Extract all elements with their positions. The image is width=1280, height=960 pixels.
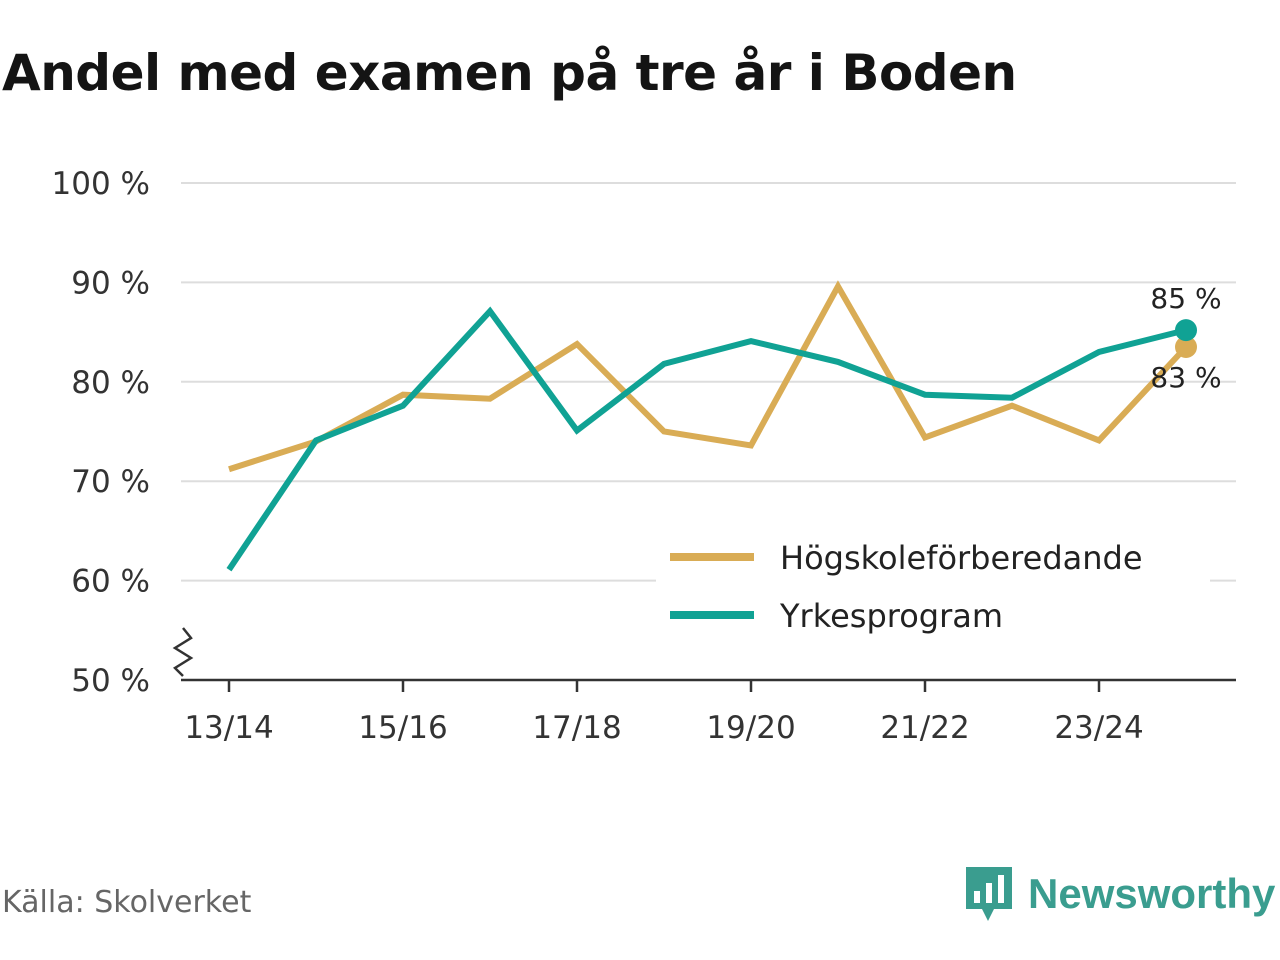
axes — [172, 627, 1236, 682]
legend: Högskoleförberedande Yrkesprogram — [656, 528, 1210, 642]
x-tick-label: 13/14 — [184, 710, 273, 746]
y-tick-label: 80 % — [71, 365, 150, 401]
end-label-yrke: 85 % — [1150, 282, 1221, 315]
legend-background — [656, 528, 1210, 642]
y-axis-break-icon — [172, 627, 194, 677]
y-tick-label: 60 % — [71, 564, 150, 600]
series-endpoint-hogskole — [1175, 336, 1197, 359]
y-axis-ticks: 50 % 60 % 70 % 80 % 90 % 100 % — [52, 166, 150, 699]
x-tick-label: 23/24 — [1054, 710, 1143, 746]
grid-lines — [181, 182, 1236, 582]
y-tick-label: 50 % — [71, 663, 150, 699]
legend-label-yrke: Yrkesprogram — [779, 597, 1003, 635]
series-line-yrke — [226, 306, 1187, 572]
newsworthy-logo-icon — [966, 867, 1012, 921]
legend-label-hogskole: Högskoleförberedande — [780, 539, 1143, 577]
y-tick-label: 70 % — [71, 464, 150, 500]
x-tick-label: 21/22 — [880, 710, 969, 746]
series-endpoint-yrke — [1175, 319, 1197, 342]
x-tick-label: 19/20 — [706, 710, 795, 746]
series — [226, 280, 1197, 572]
x-tick-label: 17/18 — [532, 710, 621, 746]
source-note: Källa: Skolverket — [2, 885, 252, 920]
x-axis-ticks: 13/14 15/16 17/18 19/20 21/22 23/24 — [184, 680, 1144, 746]
end-label-hogskole: 83 % — [1150, 361, 1221, 394]
y-tick-label: 100 % — [52, 166, 150, 202]
series-line-hogskole — [228, 280, 1189, 473]
brand-logo: Newsworthy — [964, 864, 1275, 924]
chart-title: Andel med examen på tre år i Boden — [2, 44, 1017, 102]
x-tick-label: 15/16 — [358, 710, 447, 746]
brand-name: Newsworthy — [1028, 870, 1276, 917]
end-labels: 85 % 83 % — [1150, 282, 1221, 394]
y-tick-label: 90 % — [71, 265, 150, 301]
